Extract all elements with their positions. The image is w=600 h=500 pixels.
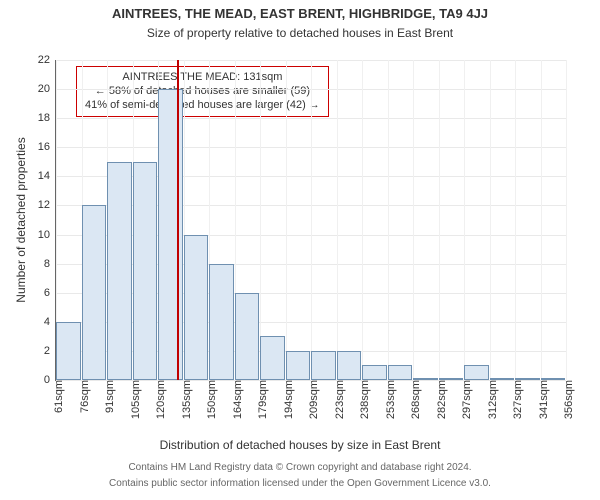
xtick-label: 209sqm [302, 380, 320, 419]
xtick-label: 91sqm [98, 380, 116, 413]
plot-area: AINTREES THE MEAD: 131sqm ← 58% of detac… [55, 60, 566, 381]
gridline-v [362, 60, 363, 380]
xtick-label: 150sqm [200, 380, 218, 419]
footer-line-1: Contains HM Land Registry data © Crown c… [0, 462, 600, 473]
xtick-label: 356sqm [557, 380, 575, 419]
histogram-bar [286, 351, 311, 380]
histogram-bar [311, 351, 336, 380]
xtick-label: 194sqm [277, 380, 295, 419]
gridline-v [515, 60, 516, 380]
xtick-label: 135sqm [175, 380, 193, 419]
histogram-bar [56, 322, 81, 380]
ytick-label: 20 [38, 83, 56, 95]
xtick-label: 76sqm [73, 380, 91, 413]
ytick-label: 2 [44, 345, 56, 357]
xtick-label: 105sqm [124, 380, 142, 419]
ytick-label: 14 [38, 170, 56, 182]
xtick-label: 282sqm [430, 380, 448, 419]
ytick-label: 10 [38, 229, 56, 241]
reference-line [177, 60, 179, 380]
gridline-v [464, 60, 465, 380]
ytick-label: 12 [38, 199, 56, 211]
xtick-label: 238sqm [353, 380, 371, 419]
gridline-v [490, 60, 491, 380]
gridline-v [311, 60, 312, 380]
histogram-bar [337, 351, 362, 380]
y-axis-label: Number of detached properties [14, 60, 28, 380]
gridline-v [439, 60, 440, 380]
chart-container: { "title": "AINTREES, THE MEAD, EAST BRE… [0, 0, 600, 500]
ytick-label: 6 [44, 287, 56, 299]
ytick-label: 18 [38, 112, 56, 124]
chart-title: AINTREES, THE MEAD, EAST BRENT, HIGHBRID… [0, 6, 600, 21]
xtick-label: 341sqm [532, 380, 550, 419]
xtick-label: 312sqm [481, 380, 499, 419]
gridline-v [260, 60, 261, 380]
ytick-label: 8 [44, 258, 56, 270]
x-axis-label: Distribution of detached houses by size … [0, 438, 600, 452]
histogram-bar [515, 378, 540, 380]
histogram-bar [209, 264, 234, 380]
histogram-bar [133, 162, 158, 380]
histogram-bar [413, 378, 438, 380]
gridline-v [541, 60, 542, 380]
gridline-v [566, 60, 567, 380]
gridline-v [337, 60, 338, 380]
histogram-bar [235, 293, 260, 380]
histogram-bar [464, 365, 489, 380]
histogram-bar [388, 365, 413, 380]
histogram-bar [184, 235, 209, 380]
xtick-label: 253sqm [379, 380, 397, 419]
gridline-v [413, 60, 414, 380]
xtick-label: 223sqm [328, 380, 346, 419]
ytick-label: 4 [44, 316, 56, 328]
xtick-label: 268sqm [404, 380, 422, 419]
histogram-bar [82, 205, 107, 380]
histogram-bar [260, 336, 285, 380]
histogram-bar [158, 89, 183, 380]
gridline-v [388, 60, 389, 380]
xtick-label: 61sqm [47, 380, 65, 413]
xtick-label: 120sqm [149, 380, 167, 419]
histogram-bar [439, 378, 464, 380]
histogram-bar [490, 378, 515, 380]
gridline-v [286, 60, 287, 380]
xtick-label: 327sqm [506, 380, 524, 419]
xtick-label: 164sqm [226, 380, 244, 419]
annotation-box: AINTREES THE MEAD: 131sqm ← 58% of detac… [76, 66, 329, 117]
xtick-label: 179sqm [251, 380, 269, 419]
histogram-bar [362, 365, 387, 380]
ytick-label: 16 [38, 141, 56, 153]
footer-line-2: Contains public sector information licen… [0, 478, 600, 489]
histogram-bar [107, 162, 132, 380]
ytick-label: 22 [38, 54, 56, 66]
chart-subtitle: Size of property relative to detached ho… [0, 26, 600, 40]
xtick-label: 297sqm [455, 380, 473, 419]
histogram-bar [541, 378, 566, 380]
